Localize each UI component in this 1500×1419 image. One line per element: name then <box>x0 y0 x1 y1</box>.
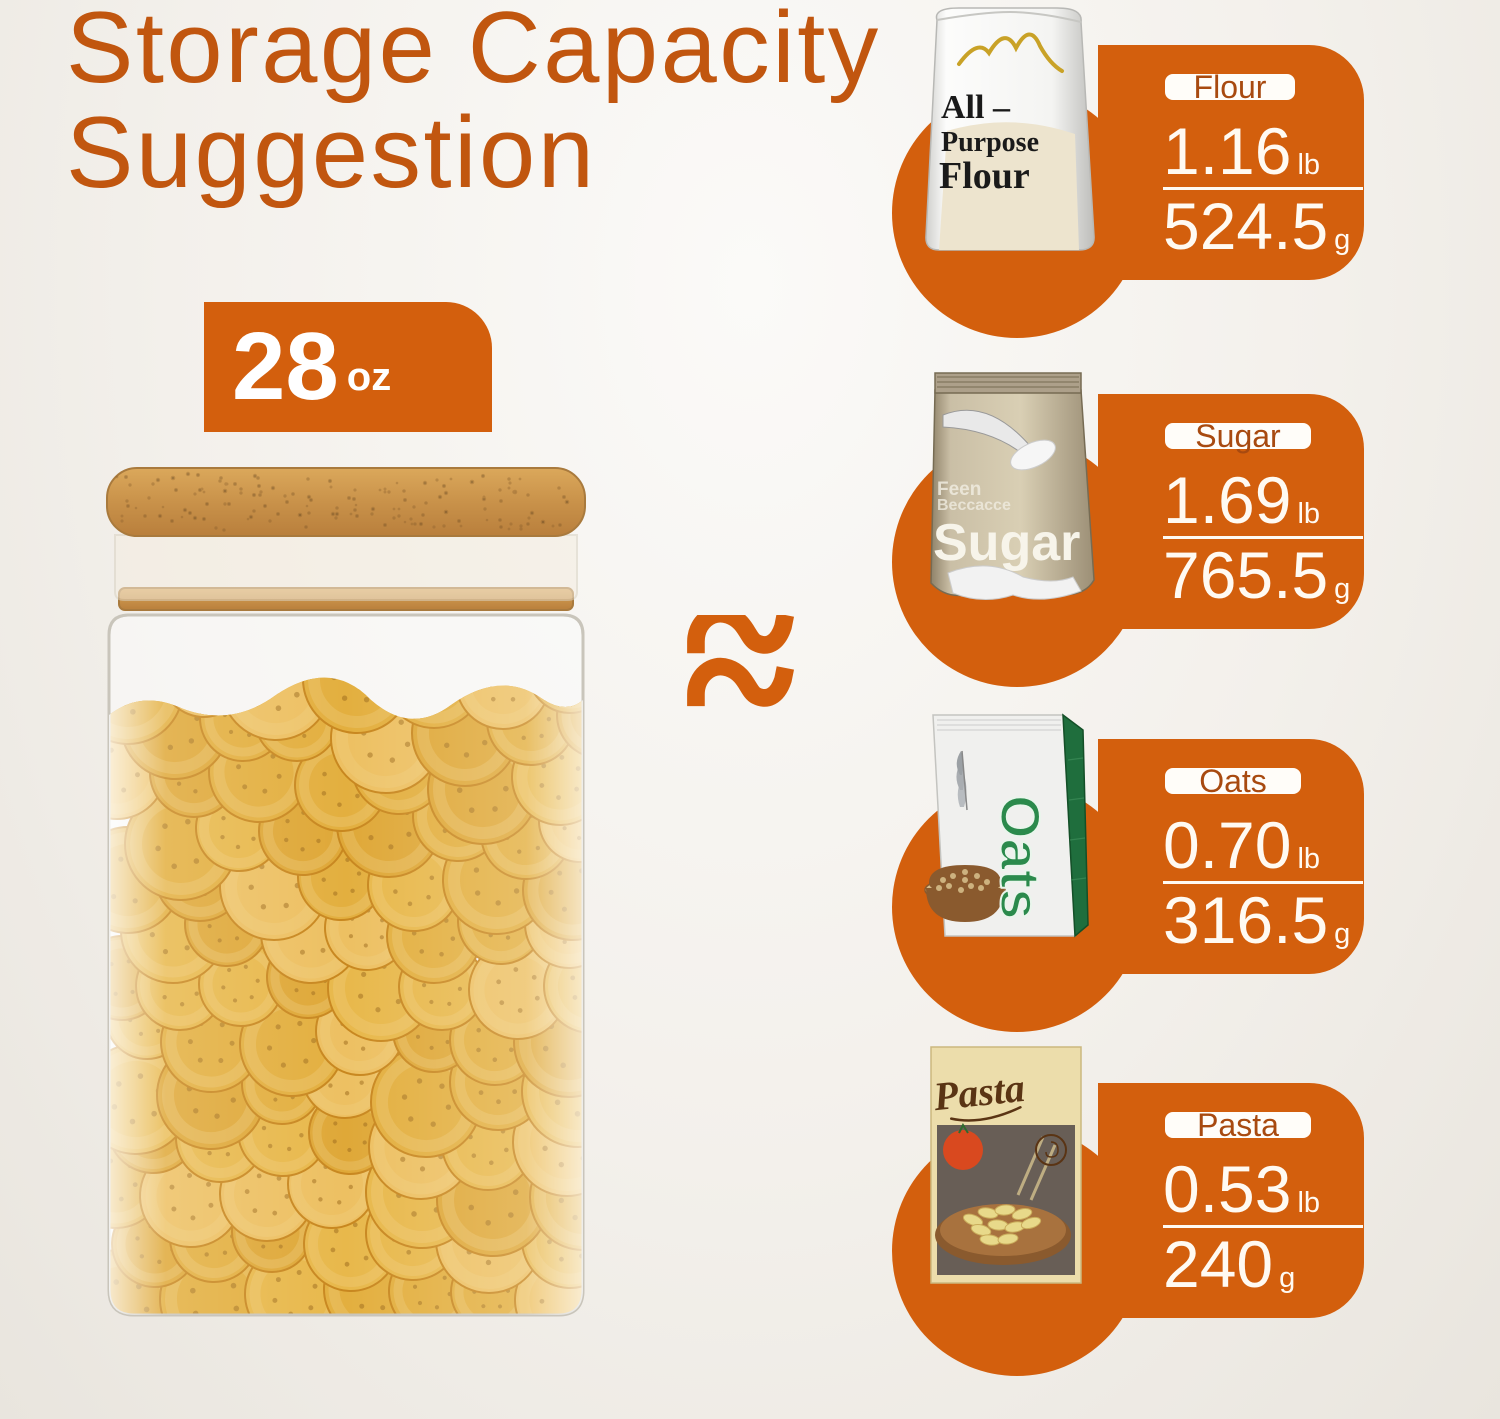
svg-text:Beccacce: Beccacce <box>937 497 1011 514</box>
svg-text:All –: All – <box>941 89 1011 126</box>
svg-text:Oats: Oats <box>989 795 1052 920</box>
svg-text:Flour: Flour <box>939 155 1030 197</box>
svg-text:Purpose: Purpose <box>941 127 1039 158</box>
svg-text:Sugar: Sugar <box>933 514 1080 572</box>
